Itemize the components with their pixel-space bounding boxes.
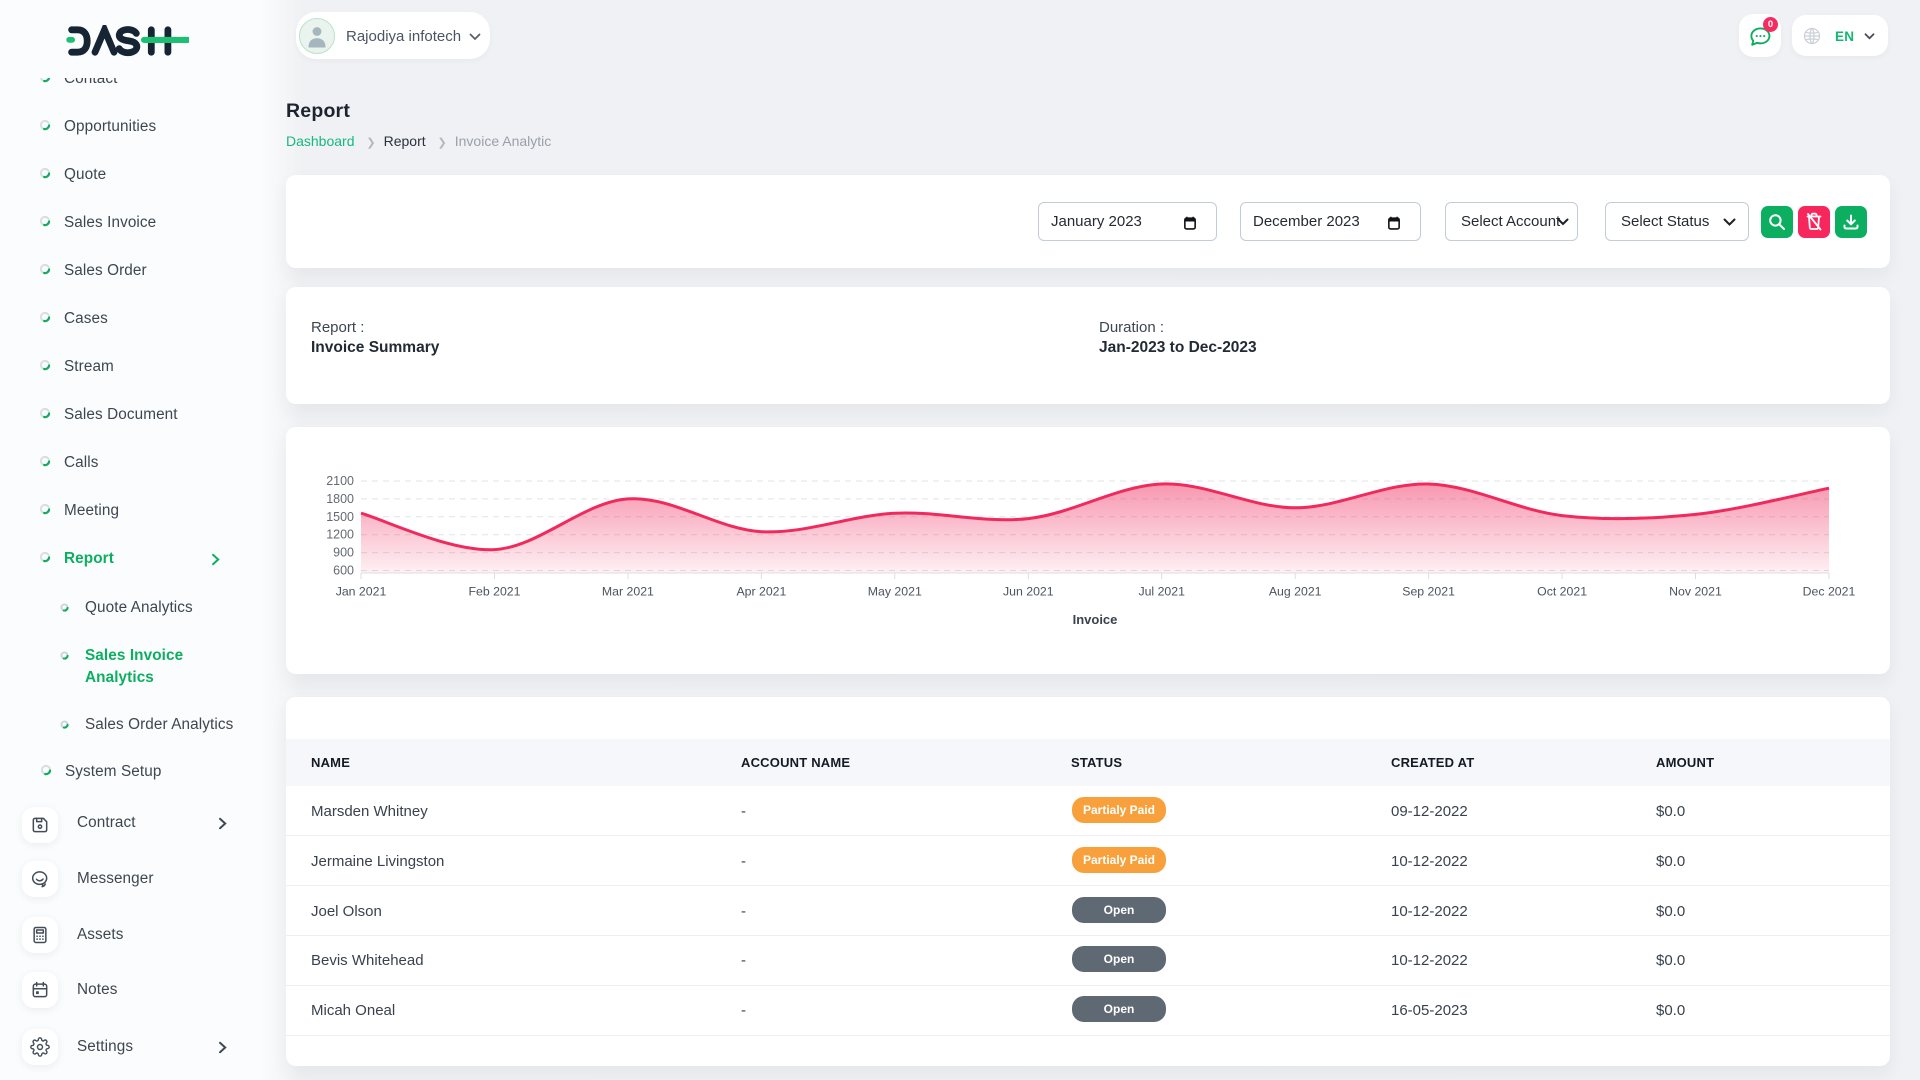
svg-text:600: 600 <box>333 564 354 578</box>
svg-text:2100: 2100 <box>326 474 354 488</box>
svg-text:900: 900 <box>333 546 354 560</box>
svg-text:1800: 1800 <box>326 492 354 506</box>
svg-text:Sep 2021: Sep 2021 <box>1402 585 1455 599</box>
svg-text:Feb 2021: Feb 2021 <box>469 585 521 599</box>
svg-text:1200: 1200 <box>326 528 354 542</box>
svg-text:Apr 2021: Apr 2021 <box>736 585 786 599</box>
svg-text:Jan 2021: Jan 2021 <box>336 585 387 599</box>
svg-text:Nov 2021: Nov 2021 <box>1669 585 1722 599</box>
svg-text:Oct 2021: Oct 2021 <box>1537 585 1587 599</box>
svg-text:1500: 1500 <box>326 510 354 524</box>
svg-text:Jun 2021: Jun 2021 <box>1003 585 1054 599</box>
svg-text:Aug 2021: Aug 2021 <box>1269 585 1322 599</box>
svg-text:Dec 2021: Dec 2021 <box>1803 585 1856 599</box>
svg-text:May 2021: May 2021 <box>868 585 922 599</box>
svg-text:Jul 2021: Jul 2021 <box>1138 585 1185 599</box>
svg-text:Mar 2021: Mar 2021 <box>602 585 654 599</box>
svg-text:Invoice: Invoice <box>1073 612 1118 627</box>
